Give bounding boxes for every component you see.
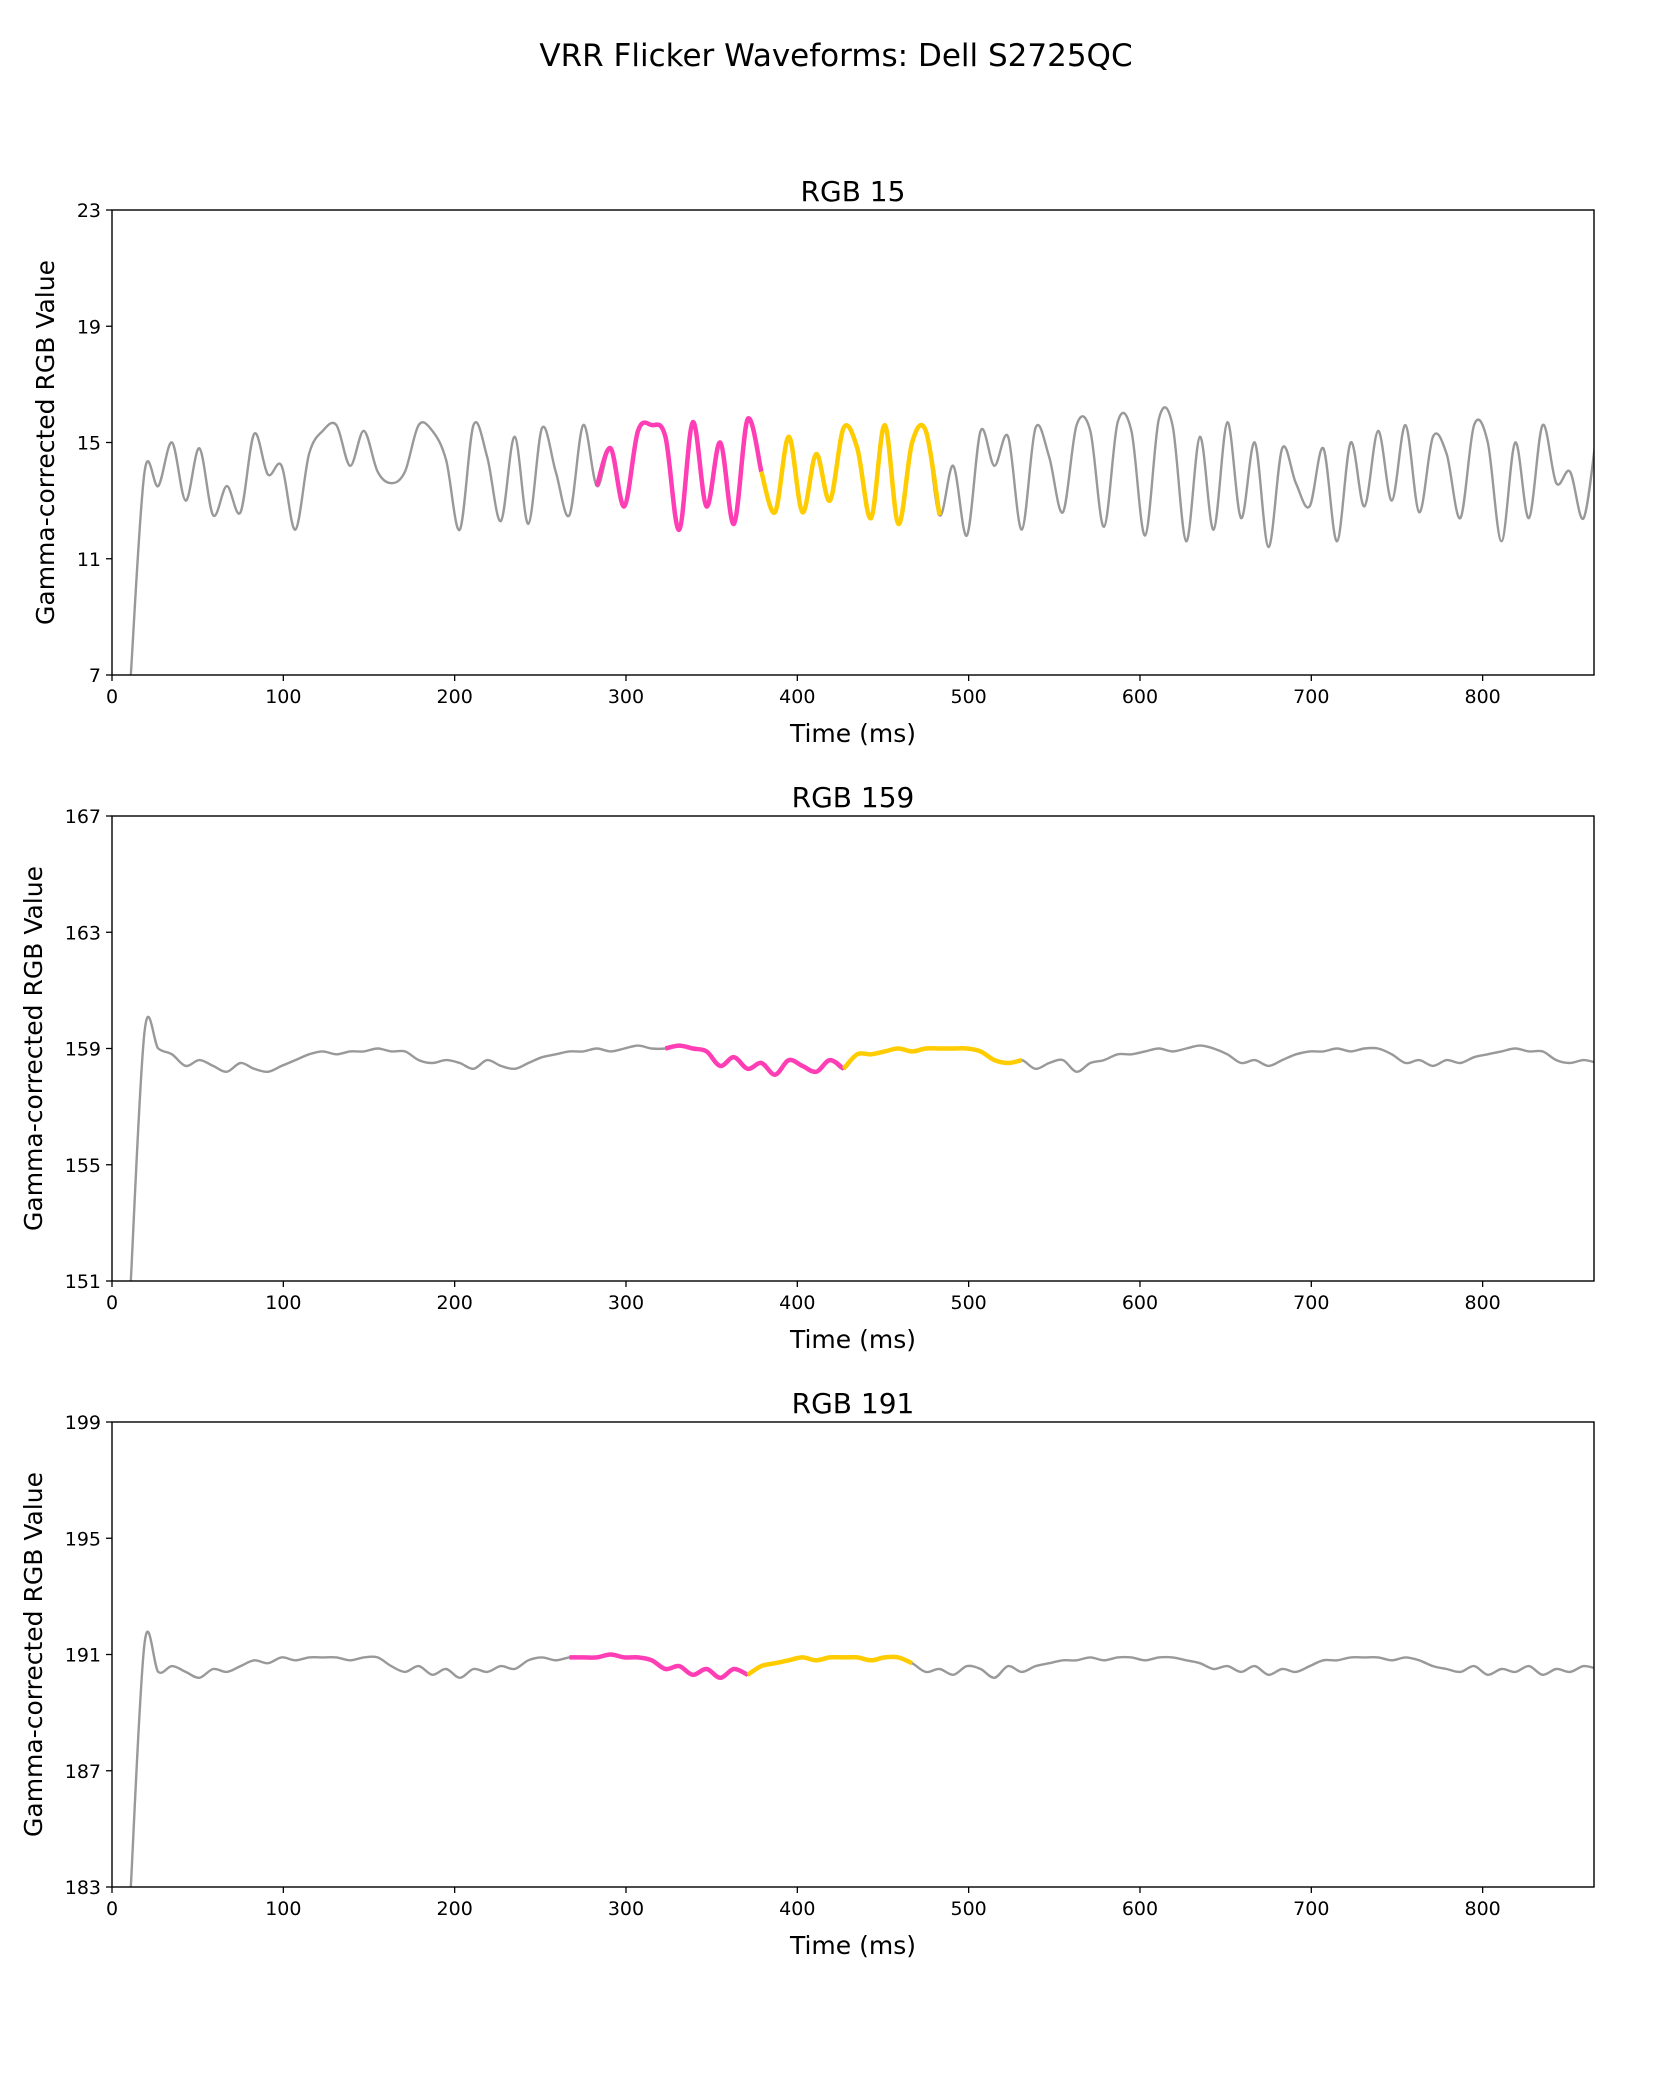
y-tick-label: 195 <box>65 1528 101 1550</box>
y-tick-label: 19 <box>77 316 101 338</box>
plot-frame <box>111 1421 1595 1888</box>
series-highlight-pink <box>569 1652 749 1681</box>
subplot-1: RGB 15 0 100 200 300 400 500 600 700 800 7 11 15 19 23… <box>31 175 1595 748</box>
y-tick-label: 199 <box>65 1412 101 1434</box>
y-tick-label: 159 <box>65 1039 101 1061</box>
series-base-line <box>129 1015 1594 1281</box>
x-tick-label: 700 <box>1293 686 1329 708</box>
subplot-title: RGB 159 <box>792 781 915 814</box>
x-axis-label: Time (ms) <box>789 719 916 748</box>
plot-frame <box>111 209 1595 676</box>
x-tick-label: 300 <box>608 1292 644 1314</box>
series-highlight-yellow <box>759 422 942 527</box>
subplot-title: RGB 191 <box>792 1387 915 1420</box>
subplot-2: RGB 159 0 100 200 300 400 500 600 700 800 151 155 15… <box>19 781 1595 1354</box>
y-tick-label: 23 <box>77 200 101 222</box>
x-tick-label: 700 <box>1293 1898 1329 1920</box>
y-tick-label: 163 <box>65 922 101 944</box>
y-tick-label: 151 <box>65 1271 101 1293</box>
series-lines <box>129 1015 1594 1281</box>
x-tick-label: 100 <box>265 1898 301 1920</box>
y-tick-label: 191 <box>65 1645 101 1667</box>
series-highlight-yellow <box>841 1046 1023 1071</box>
y-tick-label: 15 <box>77 433 101 455</box>
x-tick-label: 700 <box>1293 1292 1329 1314</box>
figure-title: VRR Flicker Waveforms: Dell S2725QC <box>539 38 1132 74</box>
x-tick-label: 0 <box>106 1898 118 1920</box>
y-tick-label: 155 <box>65 1155 101 1177</box>
x-tick-label: 600 <box>1122 1292 1158 1314</box>
x-tick-label: 500 <box>951 1292 987 1314</box>
x-tick-label: 300 <box>608 686 644 708</box>
series-lines <box>129 1630 1594 1887</box>
x-tick-label: 400 <box>779 1292 815 1314</box>
x-tick-label: 400 <box>779 1898 815 1920</box>
x-tick-label: 800 <box>1465 1898 1501 1920</box>
x-tick-label: 200 <box>437 1292 473 1314</box>
series-highlight-yellow <box>746 1654 913 1677</box>
series-lines <box>129 406 1594 675</box>
x-tick-label: 100 <box>265 1292 301 1314</box>
x-axis-label: Time (ms) <box>789 1931 916 1960</box>
y-tick-label: 187 <box>65 1761 101 1783</box>
x-tick-label: 500 <box>951 1898 987 1920</box>
subplot-3: RGB 191 0 100 200 300 400 500 600 700 800 183 187 19… <box>19 1387 1595 1960</box>
series-highlight-pink <box>664 1043 845 1077</box>
y-tick-label: 183 <box>65 1877 101 1899</box>
subplot-title: RGB 15 <box>801 175 906 208</box>
series-base-line <box>129 1630 1594 1887</box>
x-tick-label: 0 <box>106 686 118 708</box>
y-tick-label: 167 <box>65 806 101 828</box>
x-tick-label: 100 <box>265 686 301 708</box>
y-axis-label: Gamma-corrected RGB Value <box>19 1472 48 1837</box>
x-axis-label: Time (ms) <box>789 1325 916 1354</box>
x-tick-label: 200 <box>437 1898 473 1920</box>
x-tick-label: 600 <box>1122 686 1158 708</box>
x-tick-label: 800 <box>1465 1292 1501 1314</box>
series-base-line <box>129 406 1594 675</box>
y-tick-label: 7 <box>89 665 101 687</box>
x-tick-label: 300 <box>608 1898 644 1920</box>
y-tick-label: 11 <box>77 549 101 571</box>
series-highlight-pink <box>594 416 764 532</box>
x-tick-label: 500 <box>951 686 987 708</box>
x-tick-label: 0 <box>106 1292 118 1314</box>
x-tick-label: 200 <box>437 686 473 708</box>
x-tick-label: 400 <box>779 686 815 708</box>
y-axis-label: Gamma-corrected RGB Value <box>31 260 60 625</box>
x-tick-label: 800 <box>1465 686 1501 708</box>
x-tick-label: 600 <box>1122 1898 1158 1920</box>
y-axis-label: Gamma-corrected RGB Value <box>19 866 48 1231</box>
